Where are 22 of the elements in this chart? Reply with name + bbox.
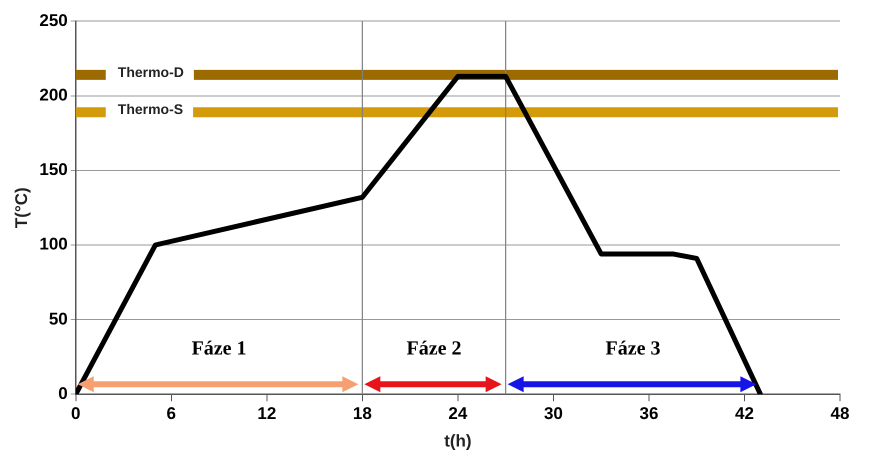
x-tick-label: 36 [639, 404, 658, 424]
x-tick-label: 48 [830, 404, 850, 424]
x-tick-label: 6 [166, 404, 176, 424]
y-tick-label: 50 [48, 309, 68, 328]
annotation: Fáze 1 [192, 337, 247, 360]
ref-line-label: Thermo-S [118, 101, 184, 118]
y-tick-label: 200 [39, 85, 68, 104]
x-tick-label: 12 [257, 404, 276, 424]
annotation: Fáze 3 [606, 337, 661, 360]
x-tick-label: 18 [352, 404, 372, 424]
x-tick-label: 42 [735, 404, 754, 424]
y-tick-label: 100 [39, 234, 68, 254]
y-tick-label: 250 [39, 10, 68, 30]
x-tick-label: 0 [71, 404, 80, 424]
x-axis-title: t(h) [444, 431, 472, 450]
x-tick-label: 24 [448, 404, 468, 424]
x-tick-label: 30 [544, 404, 563, 424]
y-tick-label: 0 [58, 384, 68, 403]
annotation: Fáze 2 [406, 337, 462, 360]
y-tick-label: 150 [39, 160, 68, 180]
ref-line-label: Thermo-D [118, 64, 184, 80]
y-axis-title: T(°C) [12, 187, 31, 228]
